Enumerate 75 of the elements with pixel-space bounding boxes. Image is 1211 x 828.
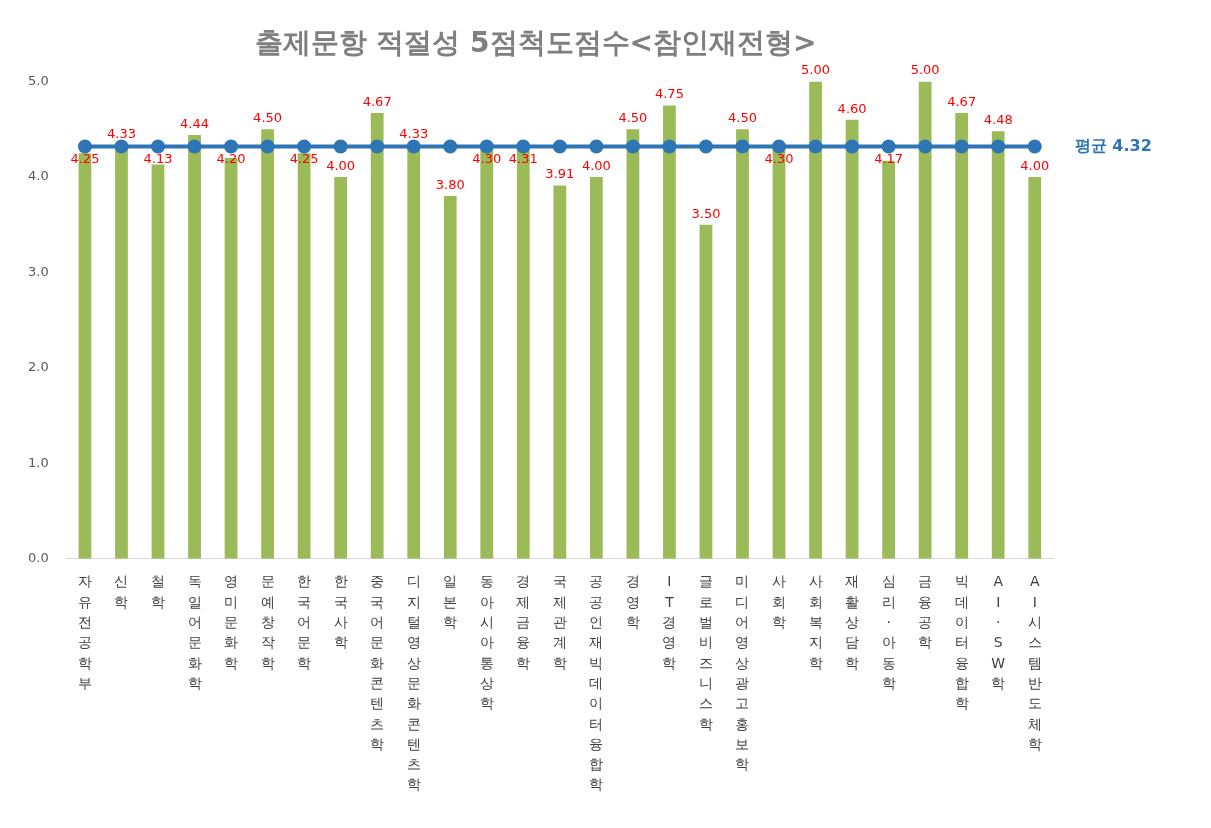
category-label: 중국어문화콘텐츠학 (370, 573, 385, 752)
data-label: 5.00 (910, 62, 940, 78)
bar (553, 185, 567, 559)
x-tick-label: AI·SW학 (991, 573, 1006, 691)
category-label: 미디어영상광고홍보학 (735, 573, 750, 773)
bar (918, 81, 932, 559)
bar (334, 177, 348, 559)
bar (626, 129, 640, 559)
data-label: 4.60 (837, 100, 867, 116)
x-tick-label: 신학 (114, 573, 129, 610)
data-label: 3.50 (691, 205, 721, 221)
x-tick-label: 경영학 (625, 573, 640, 631)
text: 평균 4.32 (1074, 135, 1152, 155)
data-label: 4.00 (1020, 157, 1050, 173)
data-label: 4.33 (106, 126, 136, 142)
data-label: 4.33 (399, 126, 429, 142)
bar (663, 105, 676, 559)
category-label: 공공인재빅데이터융합학 (589, 573, 604, 793)
x-tick-label: 경제금융학 (516, 573, 531, 671)
x-tick-label: 재활상담학 (845, 573, 860, 671)
data-label: 4.00 (326, 157, 356, 173)
data-label: 4.50 (618, 110, 648, 126)
x-tick-label: 글로벌비즈니스학 (698, 573, 713, 732)
category-label: 디지털영상문화콘텐츠학 (406, 573, 421, 793)
bar (151, 164, 165, 559)
x-tick-label: 영미문화학 (224, 573, 239, 671)
data-label: 4.75 (654, 86, 684, 102)
x-tick-label: 철학 (151, 573, 165, 610)
data-label: 4.67 (947, 93, 977, 109)
x-tick-label: IT경영학 (662, 573, 677, 671)
data-label: 4.00 (581, 157, 611, 173)
x-tick-label: 동아시아통상학 (479, 573, 494, 712)
bar (188, 135, 201, 559)
x-tick-label: 금융공학 (918, 573, 933, 651)
data-label: 4.48 (983, 112, 1013, 128)
data-label: 4.50 (728, 110, 757, 126)
x-tick-label: 사회학 (772, 573, 787, 631)
x-tick-label: 빅데이터융합학 (954, 573, 969, 712)
y-tick-label: 4.0 (27, 168, 49, 184)
y-tick-label: 0.0 (27, 550, 49, 566)
data-label: 3.91 (545, 166, 575, 182)
x-tick-label: 심리·아동학 (881, 573, 896, 691)
x-tick-label: 사회복지학 (808, 573, 823, 671)
x-tick-label: 일본학 (443, 573, 458, 631)
x-tick-label: 독일어문화학 (187, 573, 202, 691)
y-tick-label: 5.0 (27, 72, 49, 88)
bar (845, 119, 859, 559)
bar (955, 113, 969, 559)
bar (736, 129, 749, 559)
x-tick-label: 한국어문학 (297, 573, 312, 671)
data-label: 4.20 (216, 151, 246, 167)
data-label: 3.80 (435, 176, 465, 192)
category-label: AI시스템반도체학 (1027, 573, 1042, 752)
bar (1028, 177, 1042, 559)
data-label: 4.17 (874, 151, 904, 167)
x-tick-label: 국제관계학 (552, 573, 567, 671)
chart-title: 출제문항 적절성 5점척도점수<참인재전형> (254, 26, 817, 60)
bar (699, 224, 713, 559)
bar (589, 177, 603, 559)
x-tick-label: 한국사학 (333, 573, 348, 651)
bar (370, 113, 384, 559)
data-label: 5.00 (801, 62, 831, 78)
data-label: 4.13 (143, 151, 173, 167)
x-tick-label: 자유전공학부 (77, 573, 92, 691)
bar (991, 131, 1005, 559)
bar (261, 129, 274, 559)
y-tick-label: 3.0 (27, 263, 49, 279)
x-tick-label: 문예창작학 (260, 573, 275, 671)
data-label: 4.44 (180, 115, 210, 131)
data-label: 4.67 (362, 93, 392, 109)
y-tick-label: 2.0 (27, 359, 49, 375)
data-label: 4.50 (253, 110, 283, 126)
y-tick-label: 1.0 (27, 454, 49, 470)
bar (809, 81, 822, 559)
bar (443, 196, 457, 559)
